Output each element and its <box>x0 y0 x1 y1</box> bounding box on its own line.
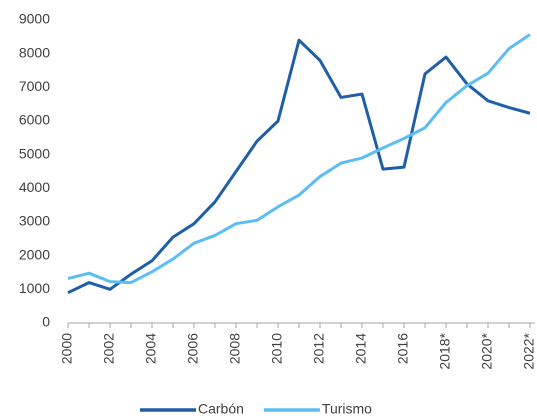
x-tick-label: 2004 <box>143 333 159 364</box>
x-tick-label: 2018* <box>437 332 453 369</box>
y-tick-label: 9000 <box>19 11 50 27</box>
y-tick-label: 2000 <box>19 246 50 262</box>
y-tick-label: 0 <box>42 314 50 330</box>
x-tick-label: 2010 <box>269 333 285 364</box>
legend-label: Carbón <box>198 401 244 417</box>
y-tick-label: 1000 <box>19 280 50 296</box>
x-tick-label: 2014 <box>353 333 369 364</box>
y-tick-label: 3000 <box>19 213 50 229</box>
legend-label: Turismo <box>322 401 372 417</box>
x-tick-label: 2008 <box>227 333 243 364</box>
x-tick-label: 2000 <box>59 333 75 364</box>
y-tick-label: 8000 <box>19 44 50 60</box>
series-line <box>67 38 531 295</box>
y-tick-label: 4000 <box>19 179 50 195</box>
x-tick-label: 2016 <box>395 333 411 364</box>
x-tick-label: 2012 <box>311 333 327 364</box>
y-tick-label: 5000 <box>19 145 50 161</box>
x-tick-label: 2006 <box>185 333 201 364</box>
y-tick-label: 6000 <box>19 112 50 128</box>
x-tick-label: 2020* <box>479 332 495 369</box>
x-tick-label: 2002 <box>101 333 117 364</box>
series-line <box>67 33 531 285</box>
x-tick-label: 2022* <box>521 332 537 369</box>
y-tick-label: 7000 <box>19 78 50 94</box>
